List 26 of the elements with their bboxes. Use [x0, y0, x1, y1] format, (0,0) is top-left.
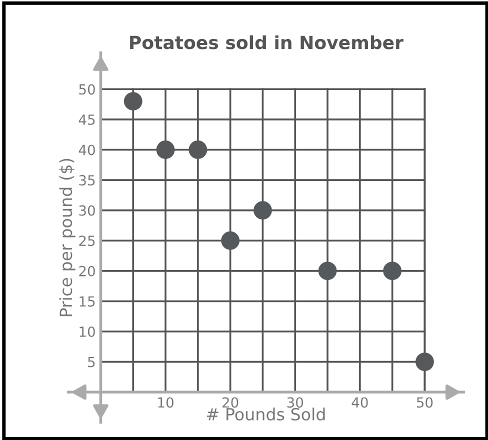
point [156, 140, 175, 159]
y-tick-label: 25 [79, 236, 95, 246]
point [221, 231, 240, 250]
chart-title: Potatoes sold in November [130, 35, 404, 50]
y-tick-label: 30 [79, 205, 95, 216]
y-tick-label: 5 [88, 356, 95, 368]
y-tick-label: 45 [78, 114, 95, 125]
point [318, 262, 337, 280]
y-tick-label: 15 [80, 296, 95, 307]
y-axis-title: Price per pound ($) [59, 158, 76, 316]
x-tick-label: 50 [416, 397, 433, 408]
x-tick-label: 20 [222, 397, 238, 408]
x-tick-label: 10 [158, 397, 174, 408]
y-tick-label: 50 [79, 84, 95, 95]
point [188, 140, 208, 159]
x-tick-label: 30 [287, 397, 304, 408]
point [416, 352, 434, 372]
point [254, 201, 272, 220]
y-tick-label: 40 [78, 144, 95, 156]
x-axis-title: # Pounds Sold [206, 408, 325, 421]
x-tick-label: 40 [352, 397, 368, 408]
y-tick-label: 35 [79, 175, 95, 186]
point [124, 92, 142, 110]
point [383, 262, 402, 280]
y-tick-label: 20 [79, 266, 95, 276]
y-tick-label: 10 [80, 326, 95, 337]
